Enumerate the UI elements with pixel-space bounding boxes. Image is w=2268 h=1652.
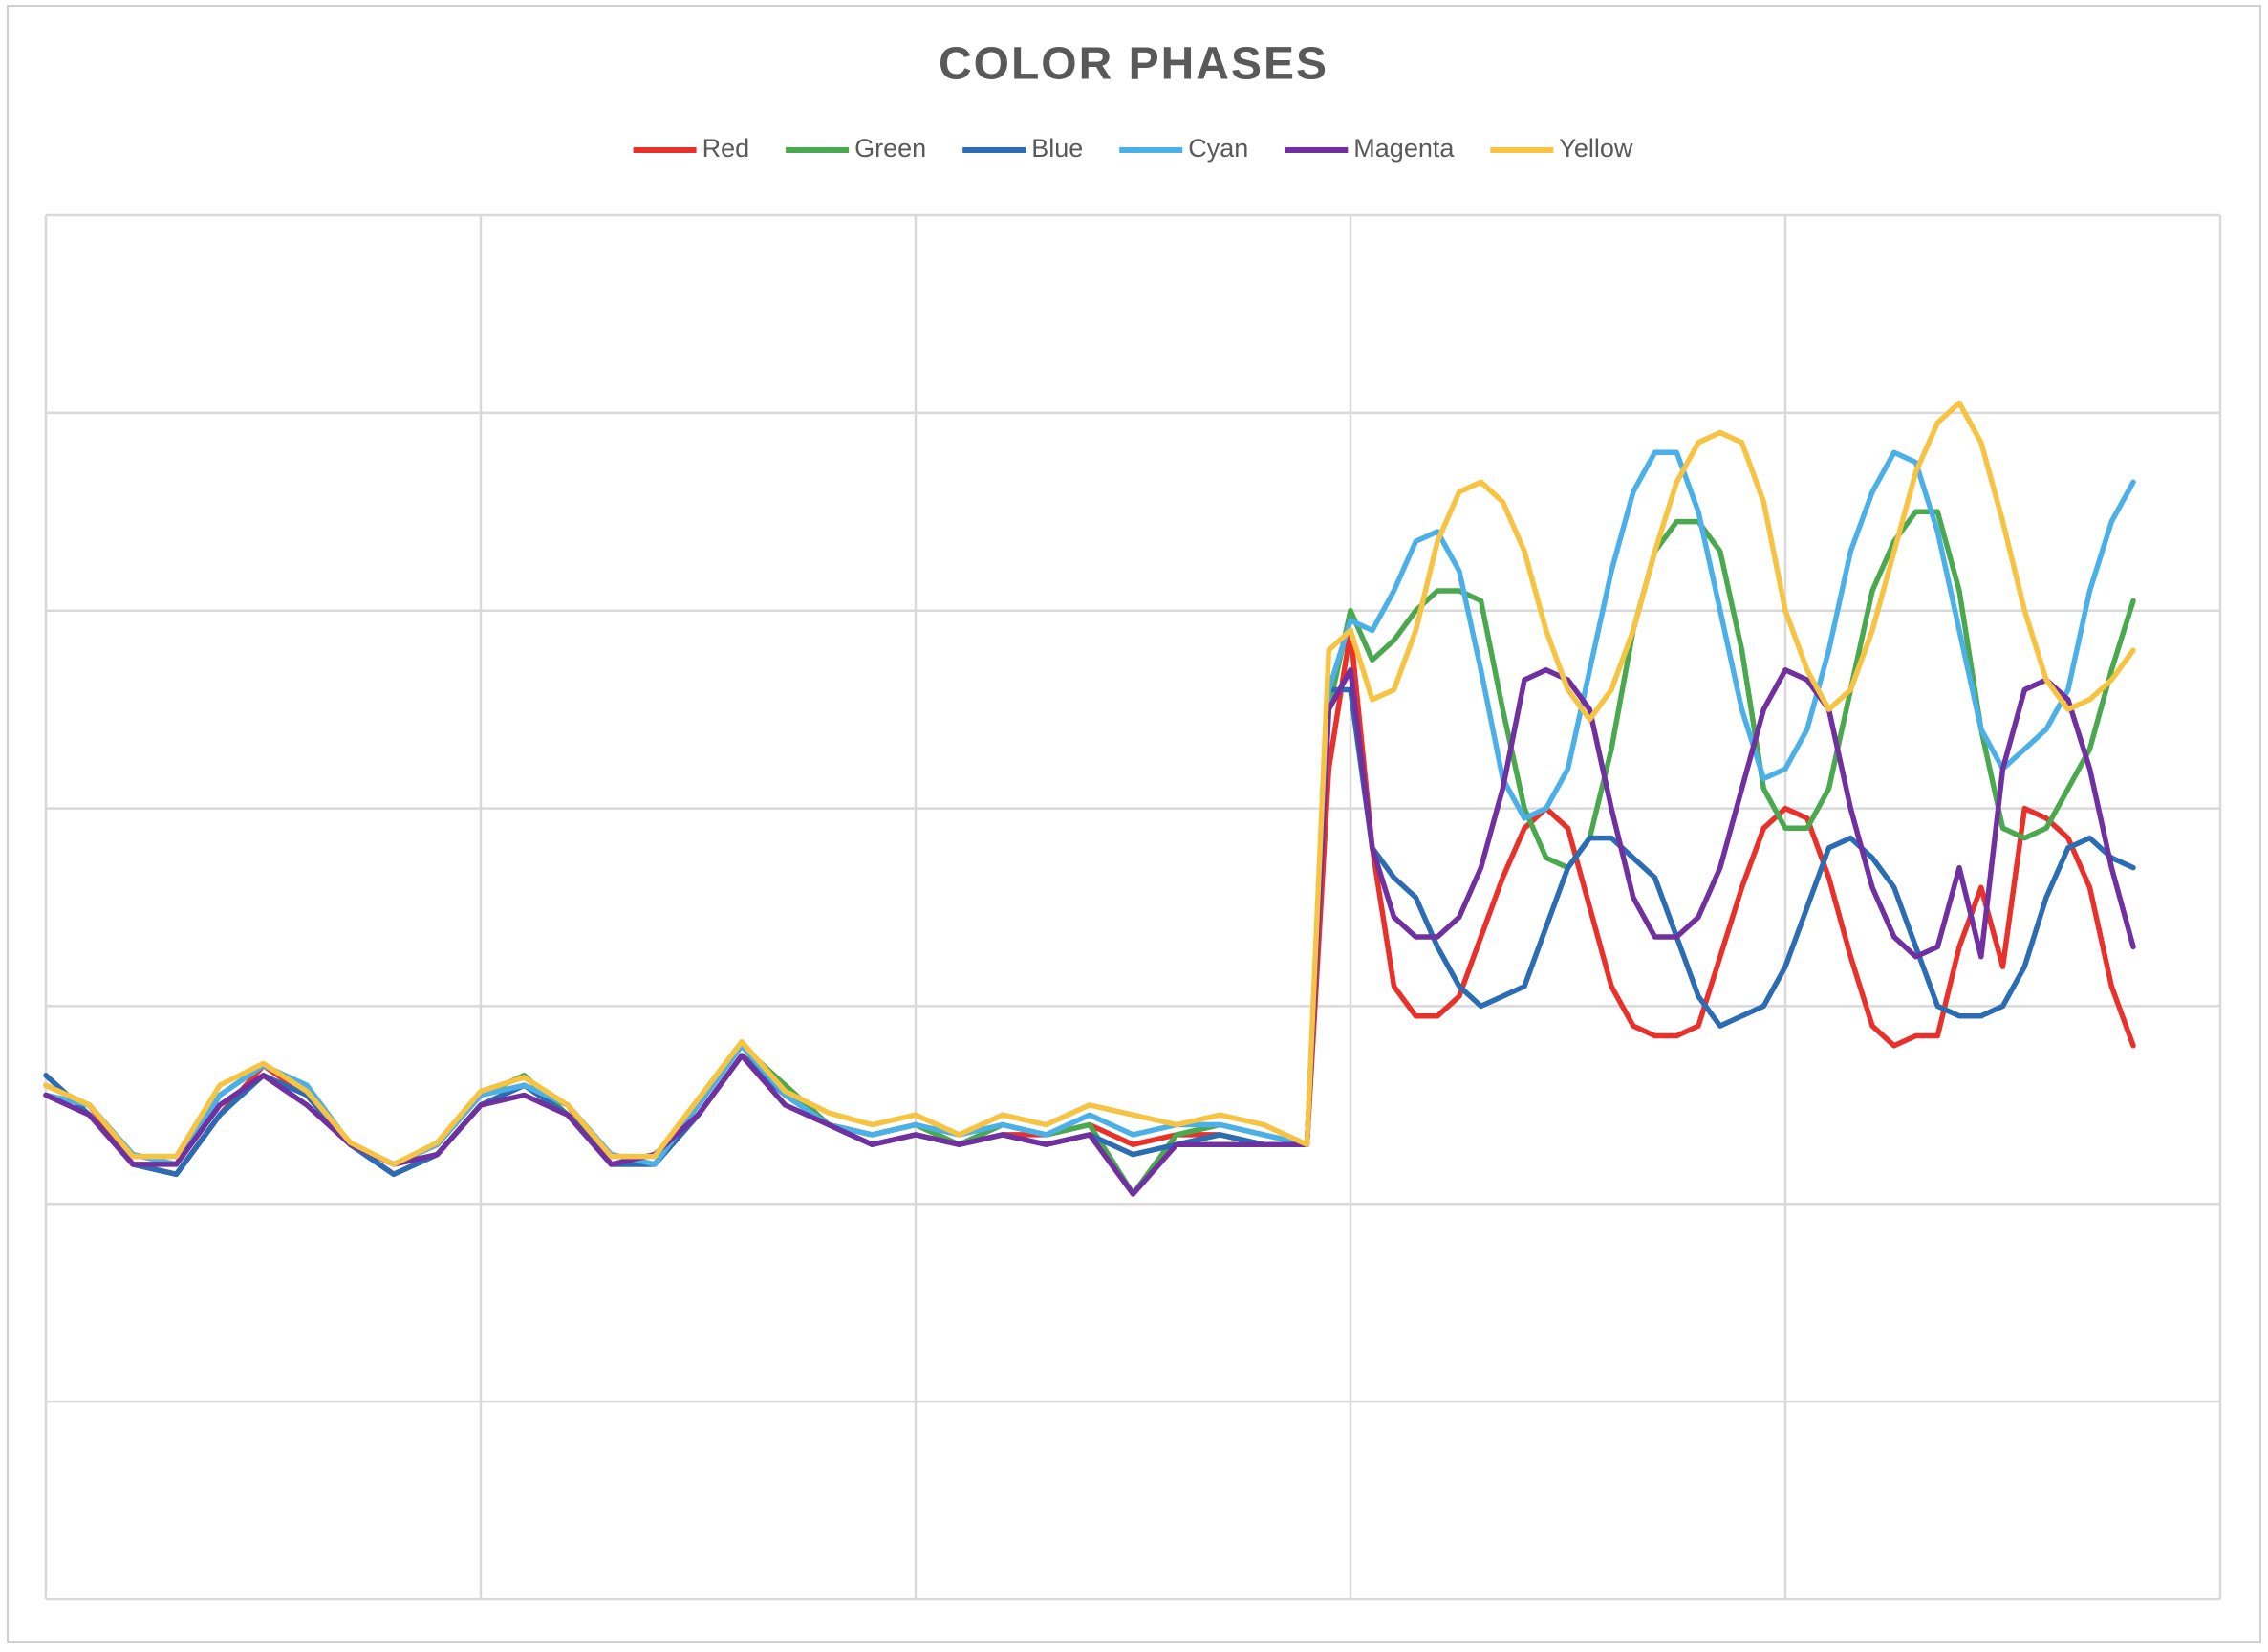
legend-item: Green: [786, 134, 926, 163]
chart-title: COLOR PHASES: [939, 39, 1328, 90]
legend-label: Yellow: [1559, 134, 1633, 163]
series-line: [43, 400, 2136, 1167]
chart-border: [7, 5, 2261, 1643]
legend-item: Yellow: [1490, 134, 1633, 163]
legend-item: Blue: [962, 134, 1083, 163]
legend-label: Red: [702, 134, 750, 163]
legend-label: Cyan: [1188, 134, 1248, 163]
grid: [44, 213, 2222, 1601]
plot-lines: [43, 400, 2136, 1197]
legend-label: Green: [854, 134, 926, 163]
legend-item: Magenta: [1285, 134, 1455, 163]
legend-label: Blue: [1031, 134, 1083, 163]
legend-item: Red: [633, 134, 750, 163]
series-line: [43, 449, 2136, 1167]
legend: Red Green Blue Cyan Magenta Yellow: [633, 134, 1633, 163]
series-line: [43, 667, 2136, 1197]
legend-item: Cyan: [1119, 134, 1248, 163]
legend-label: Magenta: [1353, 134, 1455, 163]
